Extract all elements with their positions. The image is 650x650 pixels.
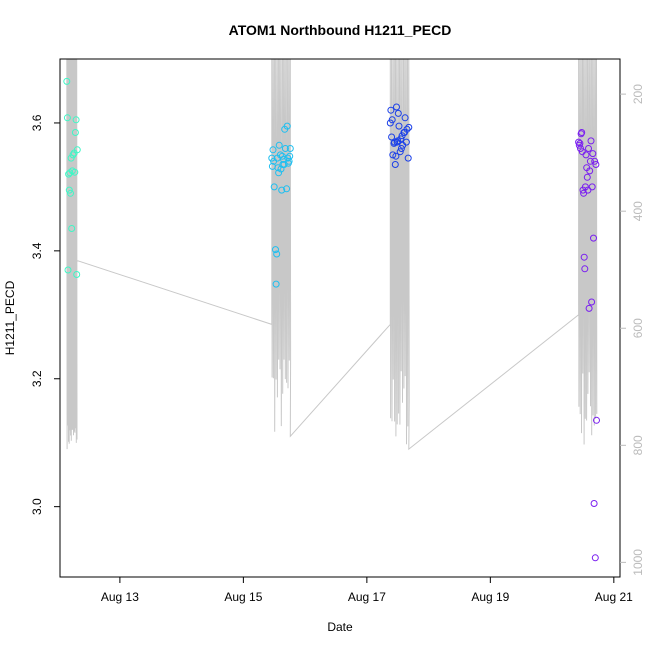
y-tick-label: 3.6: [30, 114, 44, 131]
x-tick-label: Aug 19: [471, 590, 509, 604]
data-point: [391, 138, 399, 146]
data-point: [590, 234, 597, 242]
data-point: [394, 109, 402, 117]
series-line: [66, 59, 598, 451]
data-point: [273, 250, 281, 258]
y2-tick-label: 200: [631, 84, 645, 104]
y-tick-label: 3.0: [30, 498, 44, 515]
data-point: [389, 151, 397, 159]
data-point: [388, 116, 396, 124]
data-point: [576, 139, 584, 147]
data-point: [283, 122, 291, 130]
data-point: [585, 145, 592, 152]
y-tick-label: 3.4: [30, 242, 44, 259]
data-point: [392, 152, 400, 160]
y-tick-label: 3.2: [30, 370, 44, 387]
data-point: [592, 161, 600, 168]
data-point: [587, 137, 595, 145]
plot-frame: [59, 58, 621, 578]
data-point: [284, 154, 292, 162]
data-point: [404, 154, 412, 162]
data-point: [269, 146, 277, 154]
data-point: [578, 129, 586, 136]
data-point: [405, 123, 413, 131]
data-point: [286, 152, 294, 160]
x-tick-label: Aug 17: [348, 590, 386, 604]
data-point: [397, 135, 405, 143]
data-point: [395, 122, 403, 130]
data-point: [73, 271, 81, 278]
right-axis: 200 400 600 800 1000: [620, 84, 645, 576]
data-point: [73, 146, 81, 154]
data-point: [591, 554, 599, 562]
data-point: [278, 186, 286, 194]
data-point: [64, 266, 72, 274]
data-point: [275, 141, 283, 149]
data-point: [397, 145, 405, 152]
x-tick-label: Aug 21: [595, 590, 633, 604]
data-point: [591, 157, 599, 165]
data-point: [589, 150, 597, 158]
data-point: [71, 129, 79, 136]
data-point: [403, 125, 411, 133]
data-point: [401, 114, 409, 122]
data-point: [402, 138, 410, 146]
data-point: [396, 148, 404, 156]
data-point: [285, 157, 293, 165]
data-point: [272, 280, 280, 288]
data-point: [581, 265, 589, 273]
data-point: [585, 304, 593, 312]
data-point: [71, 168, 79, 176]
data-point: [583, 173, 591, 181]
y-axis: 3.0 3.2 3.4 3.6: [30, 114, 60, 515]
x-tick-label: Aug 15: [224, 590, 262, 604]
data-point: [68, 225, 76, 232]
data-point: [63, 77, 71, 85]
data-point: [67, 189, 74, 197]
chart-title: ATOM1 Northbound H1211_PECD: [229, 22, 452, 38]
data-point: [586, 167, 594, 175]
data-point: [590, 500, 598, 507]
data-point: [588, 298, 596, 306]
x-tick-label: Aug 13: [101, 590, 139, 604]
data-point: [286, 145, 294, 152]
data-point: [387, 106, 395, 114]
data-point: [391, 161, 399, 168]
data-point: [388, 133, 396, 141]
data-point: [72, 116, 80, 124]
y2-tick-label: 1000: [631, 549, 645, 576]
data-point: [393, 103, 400, 111]
data-point: [281, 145, 289, 152]
data-point: [588, 183, 596, 191]
data-point: [272, 246, 279, 254]
y2-tick-label: 400: [631, 201, 645, 221]
x-axis: Aug 13 Aug 15 Aug 17 Aug 19 Aug 21: [101, 577, 633, 604]
data-point: [582, 151, 590, 159]
y-axis-label: H1211_PECD: [3, 280, 17, 355]
data-point: [283, 185, 291, 193]
x-axis-label: Date: [327, 620, 353, 634]
y2-tick-label: 600: [631, 318, 645, 338]
line-layer: [66, 59, 598, 451]
data-point: [580, 253, 588, 261]
data-point: [63, 114, 71, 122]
data-point: [280, 161, 288, 168]
points-layer: [63, 77, 600, 562]
data-point: [586, 157, 594, 165]
data-point: [275, 169, 283, 177]
data-point: [65, 186, 73, 194]
data-point: [270, 183, 278, 191]
y2-tick-label: 800: [631, 435, 645, 455]
data-point: [274, 164, 282, 172]
data-point: [593, 416, 600, 424]
data-point: [575, 138, 583, 146]
data-point: [69, 151, 77, 159]
